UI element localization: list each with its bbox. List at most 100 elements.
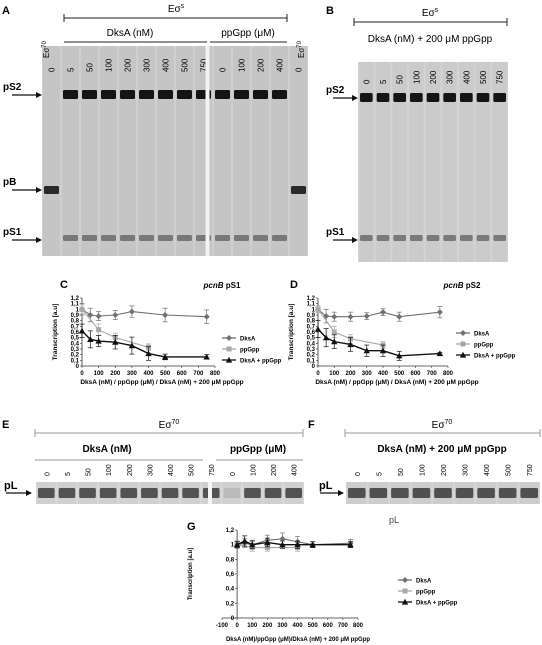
- gel-band: [434, 488, 452, 498]
- data-point-triangle: [87, 336, 94, 342]
- band-label-ps2-b: pS2: [326, 85, 345, 96]
- lane-label: 100: [238, 58, 247, 72]
- data-point-triangle: [161, 353, 169, 360]
- lane-label: 50: [86, 63, 95, 72]
- data-point-diamond: [112, 312, 119, 318]
- lane-label: 100: [412, 70, 421, 84]
- legend-entry: ppGpp: [222, 346, 260, 354]
- series-dksa: [79, 303, 210, 324]
- gel-band: [120, 235, 135, 241]
- y-tick-label: 0,5: [71, 336, 80, 342]
- lane-label: 200: [124, 58, 133, 72]
- panel-a-header-label: Eσs: [168, 3, 185, 15]
- y-tick-label: 0,6: [307, 330, 316, 336]
- gel-lane: [425, 62, 441, 262]
- right-control-sup: 70: [297, 40, 303, 47]
- gel-lane: [81, 46, 98, 256]
- chart-title: pcnB pS2: [443, 281, 481, 290]
- chart-title-gene: pcnB: [443, 281, 464, 290]
- lane-label: 300: [143, 58, 152, 72]
- y-tick-label: 0,8: [307, 319, 316, 325]
- y-tick-label: 0,7: [71, 324, 80, 330]
- gel-band: [234, 90, 249, 99]
- gel-lane: [475, 62, 491, 262]
- band-label-ps1: pS1: [3, 227, 22, 238]
- data-point-diamond: [436, 309, 443, 316]
- data-point-triangle: [363, 347, 370, 354]
- gel-band: [410, 93, 423, 102]
- gel-band: [101, 90, 116, 99]
- gel-band: [493, 93, 506, 102]
- data-point-triangle: [379, 347, 387, 354]
- panel-b-header-label: Eσs: [422, 7, 439, 19]
- x-tick-label: 600: [410, 371, 421, 377]
- x-axis-label: DksA (nM) / ppGpp (μM) / DksA (nM) + 200…: [80, 379, 243, 386]
- data-point-triangle: [203, 353, 210, 360]
- gel-band: [291, 186, 306, 194]
- left-control-text: Eσ: [42, 48, 51, 58]
- legend-label: DksA + ppGpp: [474, 354, 516, 360]
- lane-label: 50: [86, 468, 93, 476]
- x-tick-label: 700: [427, 371, 438, 377]
- panel-b-gel-image: 0 5 50 100 200 300 400 500 750: [358, 62, 508, 262]
- lane-label: 750: [527, 464, 534, 476]
- data-point-square: [402, 588, 408, 594]
- gel-band: [158, 235, 173, 241]
- data-point-diamond: [279, 535, 286, 542]
- series-dksa: [315, 305, 443, 324]
- panel-a-ppgpp-label: ppGpp (μM): [221, 28, 275, 39]
- data-point-diamond: [128, 308, 135, 315]
- y-tick-label: 1,1: [71, 302, 80, 308]
- panel-f-caption: pL: [389, 515, 399, 525]
- gel-band: [360, 93, 373, 102]
- gel-band: [141, 488, 158, 498]
- y-tick-label: 0: [231, 616, 235, 622]
- data-point-triangle: [436, 350, 444, 357]
- series-line: [317, 308, 440, 318]
- lane-label: 500: [181, 58, 190, 72]
- gel-band: [215, 235, 230, 241]
- data-point-triangle: [459, 351, 467, 358]
- lane-label: 200: [441, 464, 448, 476]
- x-tick-label: 0: [316, 371, 320, 377]
- gel-band: [38, 488, 55, 498]
- gel-lane: [138, 46, 155, 256]
- lane-label: 750: [200, 58, 209, 72]
- gel-lane: [43, 46, 60, 256]
- lane-label: 500: [189, 464, 196, 476]
- y-tick-label: 0,5: [307, 336, 316, 342]
- chart-title-promoter: pS2: [464, 281, 481, 290]
- gel-band: [426, 93, 440, 102]
- y-tick-label: 0,7: [307, 324, 316, 330]
- lane-label: 0: [355, 472, 362, 476]
- gel-band: [99, 488, 117, 498]
- legend-label: DksA: [474, 332, 490, 338]
- chart-title-gene: pcnB: [203, 281, 224, 290]
- panel-a-gel: A Eσs DksA (nM) ppGpp (μM) 0 5 50 100 200 300…: [2, 3, 308, 256]
- data-point-triangle: [347, 541, 354, 548]
- gel-band: [223, 488, 241, 498]
- x-tick-label: 400: [143, 371, 154, 377]
- lane-label: 300: [147, 464, 154, 476]
- data-point-diamond: [203, 313, 210, 320]
- lane-label: 400: [168, 464, 175, 476]
- gel-lane: [409, 62, 424, 262]
- gel-band: [177, 90, 192, 99]
- panel-f-gel-image: 0 5 50 100 200 300 400 500 750: [346, 464, 540, 504]
- x-tick-label: 200: [345, 371, 356, 377]
- y-axis-label: Transcription [a.u]: [188, 548, 194, 600]
- series-line: [317, 309, 384, 346]
- data-point-triangle: [225, 356, 233, 363]
- x-tick-label: 400: [293, 623, 304, 629]
- gel-lane: [252, 46, 269, 256]
- left-control-sup: 70: [42, 40, 48, 47]
- gel-band: [455, 488, 474, 498]
- data-point-diamond: [162, 312, 169, 318]
- data-point-diamond: [95, 313, 102, 320]
- gel-lane: [375, 62, 391, 262]
- gel-band: [253, 90, 268, 99]
- legend-entry: DksA: [222, 335, 256, 343]
- x-tick-label: 200: [262, 623, 273, 629]
- data-point-triangle: [331, 338, 338, 345]
